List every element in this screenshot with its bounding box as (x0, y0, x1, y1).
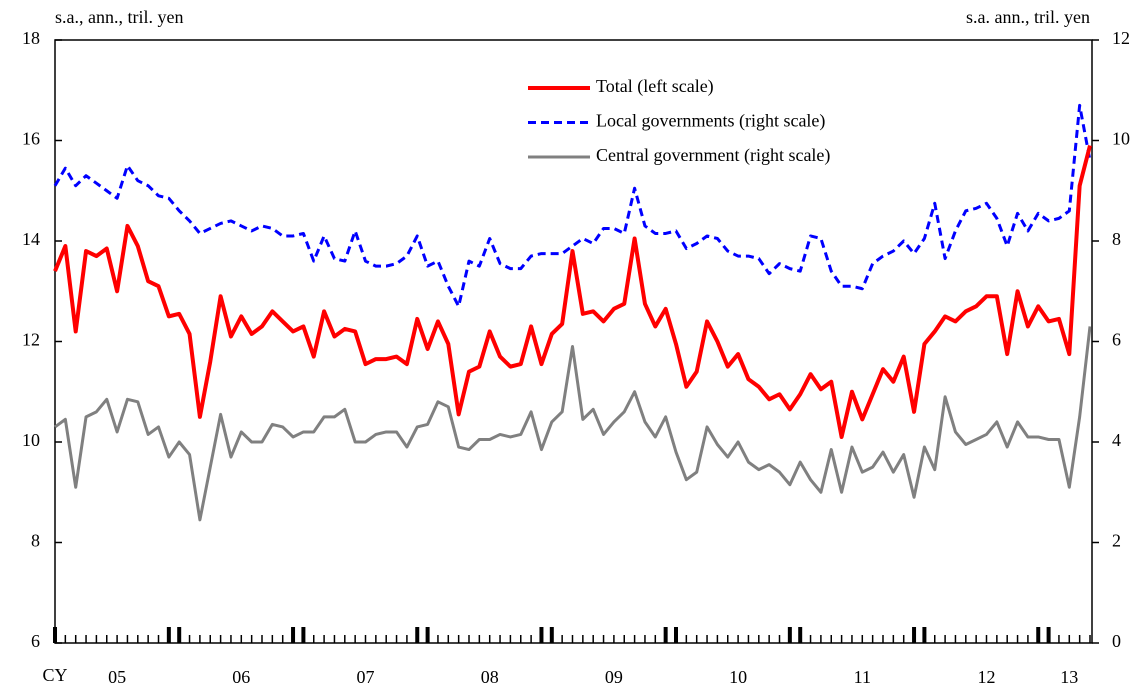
y-tick-label: 16 (22, 129, 40, 149)
x-tick-label: 10 (729, 667, 747, 687)
series-line (53, 145, 1092, 439)
x-tick-label: 06 (232, 667, 250, 687)
y2-tick-label: 8 (1112, 229, 1121, 249)
x-tick-label: 07 (357, 667, 375, 687)
series-line (54, 326, 1092, 522)
y-tick-label: 12 (22, 330, 40, 350)
y2-tick-label: 0 (1112, 631, 1121, 651)
x-tick-label: 08 (481, 667, 499, 687)
legend-label: Total (left scale) (596, 76, 714, 97)
y2-tick-label: 2 (1112, 531, 1121, 551)
y-tick-label: 6 (31, 631, 40, 651)
x-tick-label: 05 (108, 667, 126, 687)
y-tick-label: 18 (22, 28, 40, 48)
x-tick-label: 11 (854, 667, 871, 687)
y-axis-label: s.a., ann., tril. yen (55, 7, 183, 27)
x-axis-label: CY (42, 665, 67, 685)
x-tick-label: 09 (605, 667, 623, 687)
x-tick-label: 12 (978, 667, 996, 687)
x-tick-label: 13 (1060, 667, 1078, 687)
y-tick-label: 10 (22, 430, 40, 450)
y-tick-label: 14 (22, 229, 40, 249)
y2-axis-label: s.a. ann., tril. yen (966, 7, 1090, 27)
y2-tick-label: 12 (1112, 28, 1130, 48)
legend-label: Central government (right scale) (596, 145, 830, 166)
y2-tick-label: 10 (1112, 129, 1130, 149)
legend-label: Local governments (right scale) (596, 111, 825, 132)
y2-tick-label: 6 (1112, 330, 1121, 350)
plot-frame (54, 39, 1093, 644)
y-tick-label: 8 (31, 531, 40, 551)
series-line (53, 103, 1092, 308)
y2-tick-label: 4 (1112, 430, 1121, 450)
